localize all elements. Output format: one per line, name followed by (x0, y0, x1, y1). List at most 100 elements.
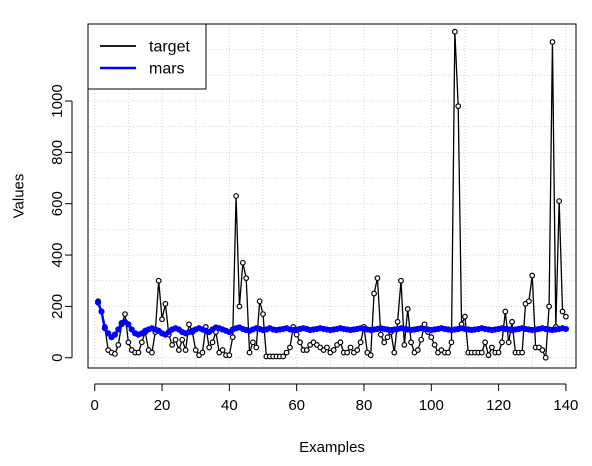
target-point (246, 349, 253, 356)
x-axis: 0 20 40 60 80 100 120 140 (91, 383, 578, 414)
target-point (172, 336, 179, 343)
target-point (539, 347, 546, 353)
target-point (546, 303, 552, 310)
target-point (377, 331, 384, 338)
target-point (149, 349, 155, 356)
x-axis-title: Examples (299, 439, 365, 456)
target-point (559, 308, 566, 315)
target-point (525, 298, 532, 305)
x-tick-label: 100 (419, 397, 444, 414)
target-point (287, 344, 293, 351)
target-point (428, 334, 435, 341)
target-point (488, 344, 495, 351)
target-point (337, 339, 344, 346)
target-point (563, 313, 569, 320)
x-tick-label: 0 (91, 397, 99, 414)
mars-point (115, 326, 122, 333)
legend-box (87, 23, 207, 90)
x-tick-label: 60 (288, 397, 305, 414)
target-point (367, 352, 374, 359)
target-point (374, 275, 381, 282)
target-point (371, 290, 377, 297)
y-tick-label: 1000 (49, 84, 66, 117)
target-point (175, 347, 182, 353)
y-tick-label: 400 (49, 243, 66, 268)
x-tick-label: 20 (154, 397, 171, 414)
legend-label-target: target (149, 39, 190, 56)
x-tick-label: 120 (486, 397, 511, 414)
target-point (125, 339, 132, 346)
target-point (448, 339, 455, 346)
target-point (391, 349, 398, 356)
target-point (243, 275, 250, 282)
target-point (260, 311, 266, 317)
target-point (398, 277, 404, 284)
y-axis-title: Values (10, 174, 27, 219)
target-point (239, 259, 246, 266)
plot-frame (87, 23, 577, 369)
target-point (303, 347, 310, 353)
target-point (502, 308, 509, 315)
target-point (330, 347, 337, 353)
target-point (404, 306, 411, 312)
target-point (162, 300, 169, 307)
target-point (226, 352, 233, 359)
target-point (122, 311, 128, 317)
target-point (542, 354, 549, 361)
target-point (445, 349, 452, 356)
target-point (297, 339, 303, 346)
x-tick-label: 80 (356, 397, 373, 414)
y-tick-label: 800 (49, 140, 66, 165)
target-point (179, 336, 186, 343)
target-point (159, 316, 165, 323)
target-point (138, 339, 145, 346)
target-point (408, 339, 414, 346)
target-point (451, 28, 458, 35)
mars-point (94, 299, 102, 306)
legend-label-mars: mars (149, 61, 185, 78)
target-point (354, 347, 361, 353)
target-point (347, 344, 354, 351)
target-point (209, 339, 216, 346)
series-mars (94, 299, 570, 341)
target-point (509, 318, 515, 325)
target-point (478, 349, 485, 356)
target-point (401, 341, 408, 348)
target-point (381, 339, 388, 346)
y-axis: 0 200 400 600 800 1000 (49, 84, 73, 362)
target-point (253, 344, 260, 351)
target-point (192, 347, 199, 353)
target-point (324, 344, 330, 351)
y-tick-label: 0 (49, 354, 66, 362)
target-point (219, 347, 226, 353)
mars-point (128, 326, 135, 333)
mars-point (125, 321, 132, 328)
target-point (482, 339, 489, 346)
target-point (462, 313, 468, 320)
target-point (112, 350, 118, 357)
target-point (418, 336, 425, 343)
target-point (233, 193, 239, 199)
mars-point (98, 308, 105, 315)
legend: target mars (87, 23, 207, 90)
mars-point (105, 330, 112, 337)
target-point (115, 341, 122, 348)
target-point (199, 349, 206, 356)
target-point (485, 352, 492, 359)
target-point (414, 347, 421, 353)
target-point (384, 334, 391, 341)
target-point (283, 349, 290, 356)
target-point (229, 334, 236, 341)
mars-point (111, 331, 119, 338)
target-point (250, 339, 256, 346)
x-tick-label: 140 (553, 397, 578, 414)
target-point (357, 339, 364, 346)
target-point (182, 347, 189, 353)
target-point (293, 331, 300, 338)
target-point (155, 277, 162, 284)
target-point (455, 103, 462, 110)
target-point (495, 349, 502, 356)
target-point (256, 298, 263, 305)
target-point (394, 318, 401, 325)
